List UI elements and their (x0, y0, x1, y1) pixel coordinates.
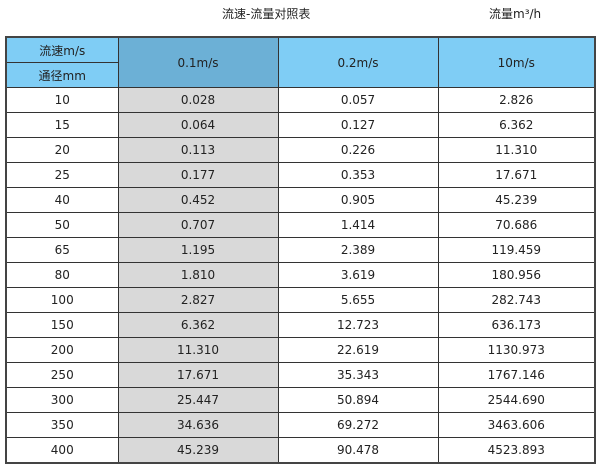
table-row: 65 1.195 2.389 119.459 (5, 237, 596, 263)
flow-cell: 45.239 (117, 437, 279, 464)
diameter-cell: 20 (5, 137, 119, 163)
table-row: 200 11.310 22.619 1130.973 (5, 337, 596, 363)
table-row: 350 34.636 69.272 3463.606 (5, 412, 596, 438)
diameter-cell: 50 (5, 212, 119, 238)
flow-cell: 6.362 (117, 312, 279, 338)
diameter-cell: 10 (5, 87, 119, 113)
table-row: 40 0.452 0.905 45.239 (5, 187, 596, 213)
flow-cell: 0.905 (277, 187, 439, 213)
column-header: 0.2m/s (277, 36, 439, 88)
table-row: 15 0.064 0.127 6.362 (5, 112, 596, 138)
flow-cell: 180.956 (437, 262, 596, 288)
velocity-header: 流速m/s (5, 36, 119, 63)
flow-cell: 0.452 (117, 187, 279, 213)
flow-cell: 2544.690 (437, 387, 596, 413)
flow-cell: 2.827 (117, 287, 279, 313)
header-row: 流速m/s 0.1m/s 0.2m/s 10m/s (5, 36, 596, 88)
flow-cell: 45.239 (437, 187, 596, 213)
flow-cell: 34.636 (117, 412, 279, 438)
diameter-cell: 80 (5, 262, 119, 288)
table-row: 20 0.113 0.226 11.310 (5, 137, 596, 163)
flow-cell: 0.057 (277, 87, 439, 113)
column-header: 10m/s (437, 36, 596, 88)
flow-unit-label: 流量m³/h (489, 7, 542, 21)
diameter-cell: 400 (5, 437, 119, 464)
flow-cell: 282.743 (437, 287, 596, 313)
diameter-cell: 300 (5, 387, 119, 413)
flow-cell: 12.723 (277, 312, 439, 338)
flow-cell: 0.353 (277, 162, 439, 188)
flow-cell: 90.478 (277, 437, 439, 464)
velocity-flow-table: 流速m/s 0.1m/s 0.2m/s 10m/s 通径mm 10 0.028 0.… (5, 36, 596, 464)
flow-cell: 70.686 (437, 212, 596, 238)
table-row: 150 6.362 12.723 636.173 (5, 312, 596, 338)
flow-cell: 1130.973 (437, 337, 596, 363)
diameter-cell: 100 (5, 287, 119, 313)
flow-cell: 0.707 (117, 212, 279, 238)
flow-cell: 35.343 (277, 362, 439, 388)
flow-cell: 636.173 (437, 312, 596, 338)
diameter-cell: 150 (5, 312, 119, 338)
diameter-cell: 15 (5, 112, 119, 138)
table-row: 80 1.810 3.619 180.956 (5, 262, 596, 288)
flow-cell: 0.028 (117, 87, 279, 113)
flow-cell: 1.810 (117, 262, 279, 288)
table-row: 300 25.447 50.894 2544.690 (5, 387, 596, 413)
flow-cell: 1.195 (117, 237, 279, 263)
flow-cell: 3463.606 (437, 412, 596, 438)
flow-cell: 0.177 (117, 162, 279, 188)
flow-cell: 25.447 (117, 387, 279, 413)
flow-cell: 2.826 (437, 87, 596, 113)
flow-cell: 22.619 (277, 337, 439, 363)
flow-cell: 17.671 (437, 162, 596, 188)
flow-cell: 50.894 (277, 387, 439, 413)
flow-cell: 0.113 (117, 137, 279, 163)
flow-cell: 2.389 (277, 237, 439, 263)
diameter-cell: 350 (5, 412, 119, 438)
flow-cell: 69.272 (277, 412, 439, 438)
diameter-cell: 25 (5, 162, 119, 188)
diameter-cell: 65 (5, 237, 119, 263)
flow-cell: 0.226 (277, 137, 439, 163)
table-row: 250 17.671 35.343 1767.146 (5, 362, 596, 388)
flow-cell: 1.414 (277, 212, 439, 238)
diameter-cell: 200 (5, 337, 119, 363)
column-header: 0.1m/s (117, 36, 279, 88)
diameter-cell: 40 (5, 187, 119, 213)
flow-cell: 5.655 (277, 287, 439, 313)
diameter-cell: 250 (5, 362, 119, 388)
table-row: 100 2.827 5.655 282.743 (5, 287, 596, 313)
table-row: 400 45.239 90.478 4523.893 (5, 437, 596, 464)
diameter-header: 通径mm (5, 62, 119, 88)
table-row: 10 0.028 0.057 2.826 (5, 87, 596, 113)
flow-cell: 6.362 (437, 112, 596, 138)
flow-cell: 17.671 (117, 362, 279, 388)
flow-cell: 0.127 (277, 112, 439, 138)
flow-cell: 3.619 (277, 262, 439, 288)
table-title: 流速-流量对照表 (222, 7, 311, 21)
flow-cell: 119.459 (437, 237, 596, 263)
flow-cell: 11.310 (117, 337, 279, 363)
flow-cell: 4523.893 (437, 437, 596, 464)
table-row: 25 0.177 0.353 17.671 (5, 162, 596, 188)
table-row: 50 0.707 1.414 70.686 (5, 212, 596, 238)
header-row: 通径mm (5, 62, 595, 88)
flow-cell: 11.310 (437, 137, 596, 163)
flow-cell: 0.064 (117, 112, 279, 138)
flow-cell: 1767.146 (437, 362, 596, 388)
